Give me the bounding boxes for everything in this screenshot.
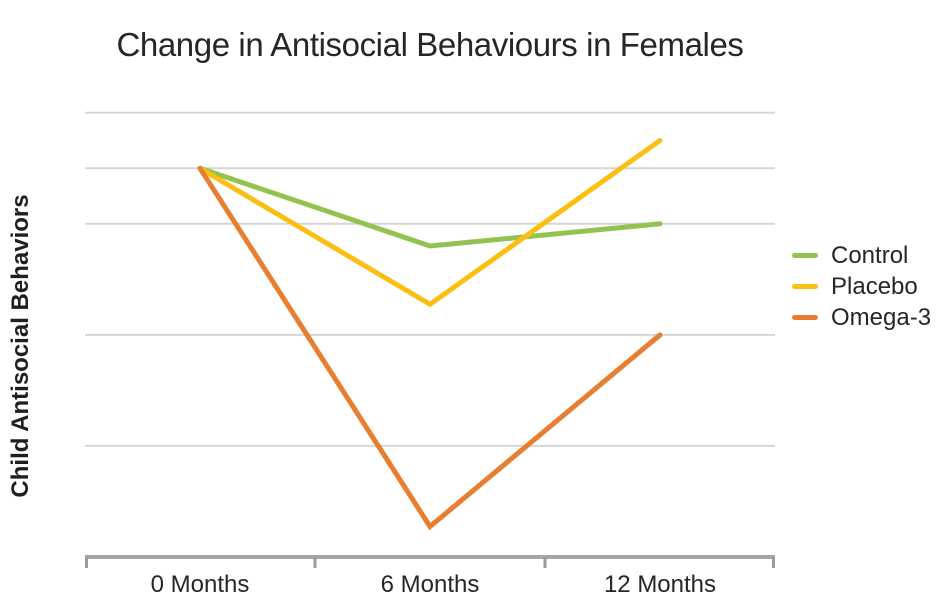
legend-item-control: Control xyxy=(792,240,931,271)
series-line-control xyxy=(197,165,663,249)
x-tick-label: 12 Months xyxy=(603,571,717,598)
legend-item-omega-3: Omega-3 xyxy=(792,302,931,333)
y-axis-label: Child Antisocial Behaviors xyxy=(7,194,34,498)
chart-title: Change in Antisocial Behaviours in Femal… xyxy=(116,26,744,63)
series-line-placebo xyxy=(197,138,663,308)
legend-swatch-icon xyxy=(792,284,818,289)
x-tick-label: 6 Months xyxy=(380,571,480,598)
legend: Control Placebo Omega-3 xyxy=(792,240,931,333)
legend-swatch-icon xyxy=(792,253,818,258)
legend-label: Omega-3 xyxy=(831,304,932,331)
series-line-omega-3 xyxy=(197,165,663,531)
x-axis-tick-labels: 0 Months 6 Months 12 Months xyxy=(85,571,775,599)
plot-area xyxy=(85,111,775,568)
legend-label: Control xyxy=(831,242,909,269)
legend-label: Placebo xyxy=(831,273,918,300)
x-tick-label: 0 Months xyxy=(150,571,250,598)
legend-item-placebo: Placebo xyxy=(792,271,931,302)
legend-swatch-icon xyxy=(792,315,818,320)
